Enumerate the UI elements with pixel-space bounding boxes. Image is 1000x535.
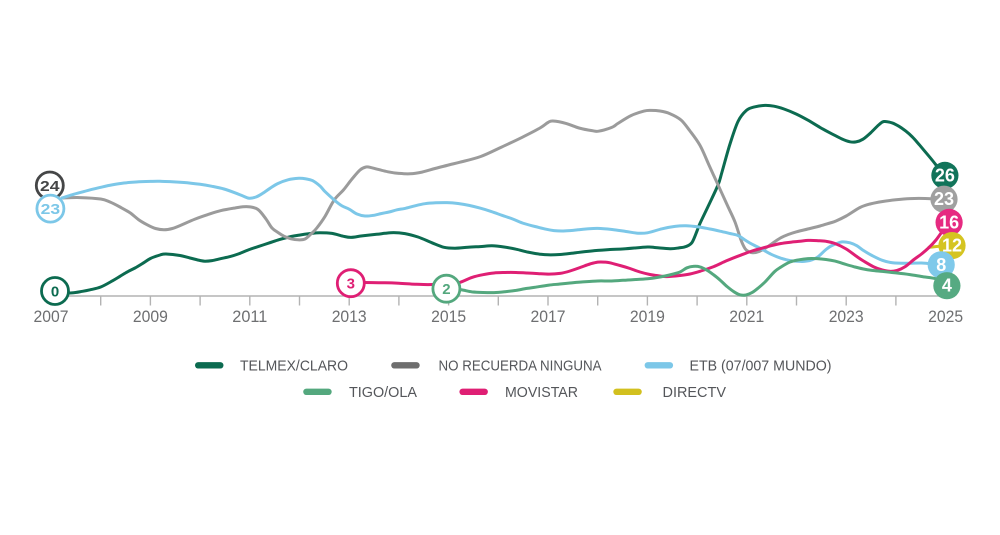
svg-text:8: 8 [936,255,946,275]
svg-text:12: 12 [942,236,962,256]
svg-text:4: 4 [942,276,952,296]
svg-text:2017: 2017 [531,308,566,326]
svg-text:2015: 2015 [431,308,466,326]
svg-text:2019: 2019 [630,308,665,326]
svg-text:DIRECTV: DIRECTV [663,384,727,401]
svg-text:2025: 2025 [928,308,963,326]
svg-text:2: 2 [442,281,450,298]
svg-text:2013: 2013 [332,308,367,326]
svg-text:2009: 2009 [133,308,168,326]
svg-text:26: 26 [935,165,955,185]
svg-text:ETB (07/007 MUNDO): ETB (07/007 MUNDO) [690,358,832,375]
svg-text:23: 23 [41,201,61,218]
svg-text:23: 23 [934,189,954,209]
svg-text:24: 24 [40,178,60,195]
svg-text:2021: 2021 [729,308,764,326]
svg-text:3: 3 [347,276,355,293]
svg-text:TELMEX/CLARO: TELMEX/CLARO [240,358,348,375]
svg-text:2011: 2011 [232,308,267,326]
svg-text:NO RECUERDA NINGUNA: NO RECUERDA NINGUNA [439,358,602,375]
svg-text:16: 16 [939,212,959,232]
svg-text:0: 0 [51,283,59,300]
svg-text:TIGO/OLA: TIGO/OLA [349,384,417,401]
svg-text:2007: 2007 [34,308,69,326]
svg-text:2023: 2023 [829,308,864,326]
svg-text:MOVISTAR: MOVISTAR [505,384,578,401]
